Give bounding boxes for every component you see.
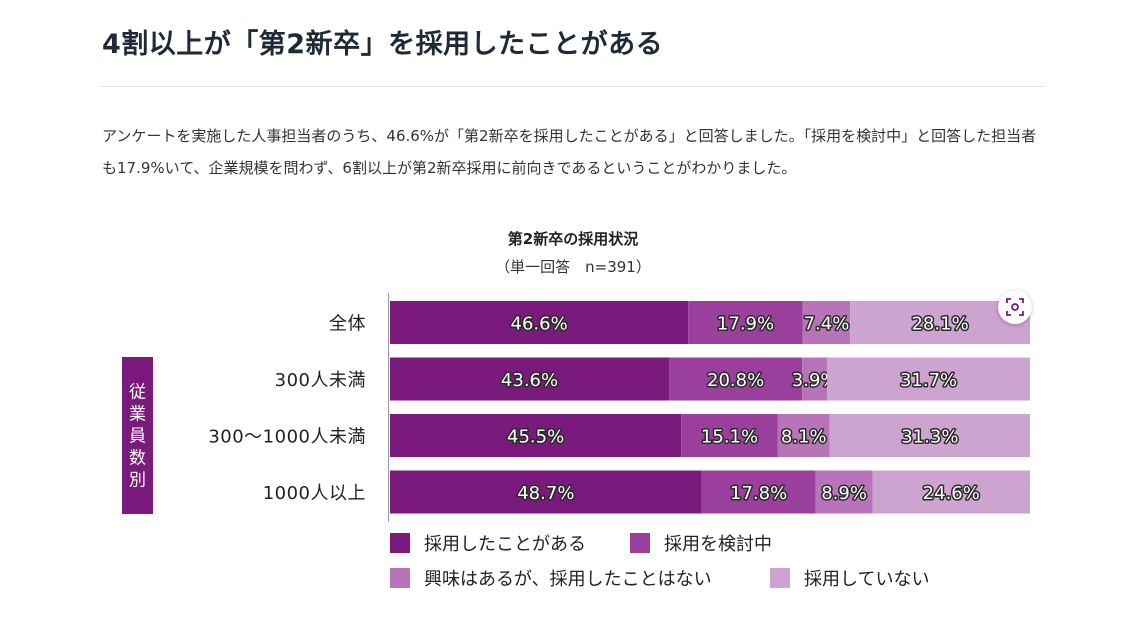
data-label: 17.9% [717,314,774,335]
bar-segment [802,301,851,344]
data-label: 7.4% [804,314,850,335]
lead-paragraph: アンケートを実施した人事担当者のうち、46.6%が「第2新卒を採用したことがある… [102,127,1037,177]
legend-label: 採用したことがある [424,534,586,555]
data-label: 8.9% [821,483,867,504]
category-label: 300〜1000人未満 [208,427,366,448]
bar-segment [390,414,682,457]
data-label: 48.7% [517,483,574,504]
group-label-char: 別 [129,471,146,491]
category-label: 300人未満 [275,370,366,391]
bar-segment [390,301,689,344]
chart-subtitle: （単一回答 n=391） [495,258,651,276]
data-label: 45.5% [507,427,564,448]
legend-label: 興味はあるが、採用したことはない [424,569,712,590]
data-label: 31.3% [901,427,958,448]
data-label: 43.6% [501,370,558,391]
category-label: 全体 [329,314,366,335]
group-label-box [122,357,153,514]
data-label: 46.6% [511,314,568,335]
legend-label: 採用を検討中 [664,534,772,555]
group-label-char: 員 [129,427,146,447]
data-label: 31.7% [900,370,957,391]
legend-swatch [390,568,410,588]
data-label: 28.1% [911,314,968,335]
divider [100,86,1045,87]
data-label: 17.8% [730,483,787,504]
bar-segment [681,414,778,457]
bar-segment [390,470,702,514]
bar-segment [777,414,830,457]
bar-segment [829,414,1030,457]
data-label: 24.6% [923,483,980,504]
legend-swatch [630,533,650,553]
bar-segment [815,470,873,514]
data-label: 8.1% [781,427,827,448]
group-label-char: 従 [129,383,146,403]
group-label-char: 業 [129,405,146,425]
legend-swatch [770,568,790,588]
bar-segment [872,470,1030,514]
chart-title: 第2新卒の採用状況 [508,230,638,248]
bar-segment [827,357,1030,401]
data-label: 15.1% [701,427,758,448]
legend-swatch [390,533,410,553]
bar-segment [701,470,816,514]
group-label-char: 数 [129,449,146,469]
bar-segment [802,357,828,401]
bar-segment [390,357,670,401]
category-label: 1000人以上 [263,483,366,504]
lens-search-icon[interactable] [998,290,1032,324]
legend-label: 採用していない [804,569,929,590]
data-label: 20.8% [707,370,764,391]
bar-segment [669,357,803,401]
page-title: 4割以上が「第2新卒」を採用したことがある [102,29,664,60]
bar-segment [688,301,803,344]
